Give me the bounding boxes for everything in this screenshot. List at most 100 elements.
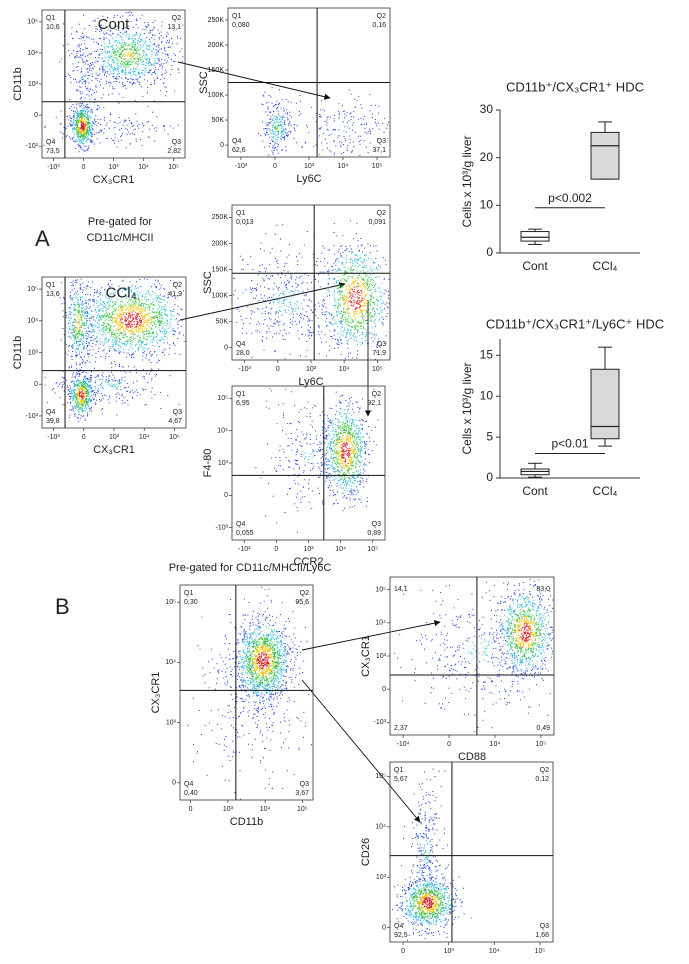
y-axis-label: Cells x 10³/g liver — [460, 135, 474, 227]
y-tick-label: 10⁴ — [27, 318, 38, 325]
quadrant-name: Q1 — [232, 13, 241, 20]
y-tick-label: 10⁴ — [375, 824, 386, 831]
y-axis-label: CD11b — [12, 67, 24, 100]
y-tick-label: -10³ — [374, 719, 387, 726]
x-tick-label: -10³ — [235, 163, 248, 170]
y-tick-label: 0 — [34, 381, 38, 388]
quadrant-value: 0,12 — [535, 776, 549, 783]
x-tick-label: 10⁴ — [339, 366, 350, 373]
dots — [508, 607, 542, 658]
arrow — [301, 620, 441, 651]
x-tick-label: 0 — [274, 546, 278, 553]
panel-label: A — [35, 226, 50, 251]
y-tick-label: 20 — [480, 150, 494, 164]
box-chart: CD11b⁺/CX₃CR1⁺/Ly6C⁺ HDC 0 5 10 15 Cells x 10… — [460, 316, 664, 498]
x-axis-label: CD88 — [458, 751, 486, 763]
y-tick-label: 250K — [212, 214, 229, 221]
plot-title: CCl₄ — [106, 285, 137, 302]
x-tick-label: 10⁴ — [138, 164, 149, 171]
y-axis-label: SSC — [198, 71, 210, 94]
quadrant-name: Q1 — [236, 391, 245, 398]
y-axis-label: SSC — [202, 271, 214, 294]
quadrant-name: Q3 — [173, 409, 182, 416]
y-tick-label: -10³ — [216, 525, 229, 532]
dots — [417, 892, 439, 913]
dots — [331, 422, 360, 480]
x-tick-label: Cont — [522, 259, 548, 273]
y-tick-label: 10 — [480, 198, 494, 212]
y-axis-label: Cells x 10³/g liver — [460, 362, 474, 454]
y-tick-label: -10³ — [26, 413, 39, 420]
annotation: Pre-gated for — [88, 216, 153, 228]
y-tick-label: 10⁴ — [375, 620, 386, 627]
quadrant-name: Q1 — [236, 210, 245, 217]
x-tick-label: -10³ — [47, 434, 60, 441]
y-tick-label: 10³ — [218, 460, 229, 467]
x-tick-label: 10⁴ — [490, 741, 501, 748]
quadrant-value: 83,0 — [536, 586, 550, 593]
x-tick-label: 10⁵ — [372, 366, 383, 373]
dots — [518, 623, 532, 642]
dots — [348, 286, 363, 311]
dots — [239, 626, 287, 699]
quadrant-value: 14,1 — [394, 586, 408, 593]
quadrant-name: Q2 — [173, 282, 182, 289]
dots — [273, 124, 280, 133]
dots — [394, 578, 554, 733]
y-tick-label: 10⁵ — [375, 773, 386, 780]
x-tick-label: 0 — [273, 163, 277, 170]
x-tick-label: 10⁵ — [168, 164, 179, 171]
quadrant-value: 10,6 — [46, 24, 60, 31]
y-tick-label: 0 — [172, 780, 176, 787]
box — [520, 231, 550, 242]
arrow — [301, 679, 421, 823]
quadrant-value: 0,055 — [236, 530, 254, 537]
x-tick-label: -10³ — [238, 366, 251, 373]
quadrant-name: Q4 — [236, 521, 245, 528]
y-tick-label: 10³ — [166, 719, 177, 726]
x-tick-label: 0 — [447, 741, 451, 748]
quadrant-name: Q3 — [377, 341, 386, 348]
annotation: CD11c/MHCII — [86, 232, 153, 244]
quadrant-value: 0,30 — [184, 599, 198, 606]
quadrant-value: 0,16 — [372, 22, 386, 29]
dots — [340, 442, 351, 462]
quadrant-value: 2,37 — [394, 725, 408, 732]
y-tick-label: 10⁵ — [217, 395, 228, 402]
y-tick-label: 0 — [34, 112, 38, 119]
x-tick-label: 0 — [189, 806, 193, 813]
quadrant-value: 0,40 — [184, 790, 198, 797]
dots — [468, 596, 549, 670]
y-axis-label: CD26 — [360, 838, 372, 866]
dots — [245, 636, 280, 685]
y-tick-label: 0 — [486, 245, 493, 259]
x-tick-label: 10³ — [303, 546, 314, 553]
quadrant-value: 92,5 — [394, 932, 408, 939]
y-tick-label: 0 — [224, 344, 228, 351]
plot-title: Cont — [98, 16, 131, 33]
y-tick-label: 30 — [480, 102, 494, 116]
x-tick-label: CCl₄ — [593, 484, 618, 498]
y-axis-label: CX₃CR1 — [360, 635, 372, 677]
x-tick-label: CCl₄ — [593, 259, 618, 273]
quadrant-value: 39,8 — [46, 418, 60, 425]
y-tick-label: 0 — [224, 492, 228, 499]
x-tick-label: Cont — [522, 484, 548, 498]
y-tick-label: 0 — [220, 142, 224, 149]
quadrant-value: 4,67 — [168, 418, 182, 425]
y-tick-label: 10³ — [376, 653, 387, 660]
plot-frame — [389, 761, 554, 943]
x-tick-label: 10⁵ — [297, 806, 308, 813]
dots — [256, 652, 270, 670]
y-tick-label: 50K — [216, 318, 229, 325]
flow-plot: Q1 10,6 Q2 13,1 Q4 73,5 Q3 2,82 Cont -10³ 0 10³ 10⁴ 1… — [12, 9, 186, 186]
y-tick-label: 10⁴ — [217, 428, 228, 435]
y-tick-label: 10⁴ — [27, 50, 38, 57]
panel-label: B — [55, 594, 70, 619]
y-tick-label: 10³ — [28, 349, 39, 356]
flow-plot: Q1 6,95 Q2 92,1 Q4 0,055 Q3 0,89 -10³ 0 10³ 10⁴ 10⁵ -… — [202, 385, 386, 568]
quadrant-name: Q2 — [172, 15, 181, 22]
y-tick-label: 10 — [480, 388, 494, 402]
quadrant-name: Q1 — [394, 767, 403, 774]
